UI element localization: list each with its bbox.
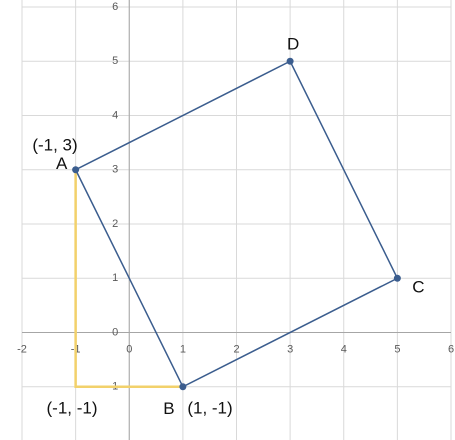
y-tick-label: 1 — [112, 272, 118, 284]
x-tick-label: 0 — [126, 343, 132, 355]
point-label: D — [287, 35, 299, 54]
annotation: (-1, 3) — [32, 135, 77, 154]
x-tick-label: 6 — [448, 343, 454, 355]
point-label: A — [56, 154, 68, 173]
y-tick-label: 4 — [112, 109, 118, 121]
y-tick-label: 2 — [112, 218, 118, 230]
x-tick-label: -2 — [17, 343, 27, 355]
point — [393, 274, 401, 282]
y-tick-label: 0 — [112, 326, 118, 338]
series-line — [74, 169, 183, 388]
y-tick-label: 6 — [112, 1, 118, 13]
annotation: (-1, -1) — [47, 398, 98, 417]
point — [72, 166, 80, 174]
point — [286, 57, 294, 65]
y-tick-label: 5 — [112, 55, 118, 67]
x-tick-label: 1 — [180, 343, 186, 355]
x-tick-label: 3 — [287, 343, 293, 355]
annotation: (1, -1) — [187, 398, 232, 417]
point-label: C — [412, 278, 424, 297]
x-tick-label: 2 — [233, 343, 239, 355]
x-tick-label: 4 — [341, 343, 347, 355]
point — [179, 383, 187, 391]
y-tick-label: 3 — [112, 164, 118, 176]
x-tick-label: 5 — [394, 343, 400, 355]
point-label: B — [163, 399, 174, 418]
